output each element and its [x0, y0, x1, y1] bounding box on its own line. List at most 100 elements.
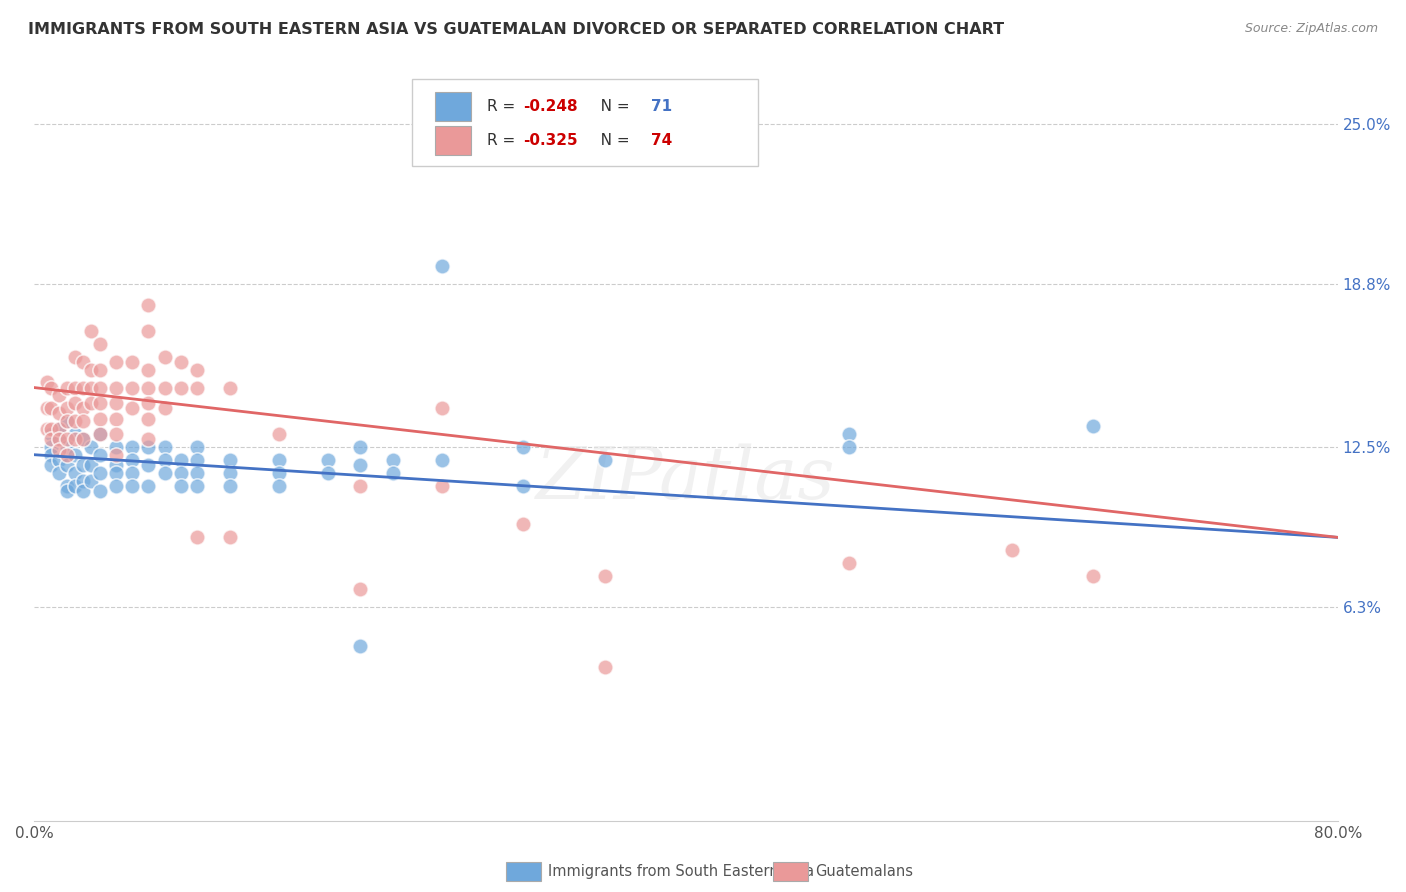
Text: R =: R = — [486, 133, 520, 148]
Guatemalans — [593, 659, 616, 673]
Immigrants from South Eastern Asia — [186, 453, 208, 467]
Immigrants from South Eastern Asia — [153, 440, 176, 454]
Guatemalans — [349, 479, 371, 493]
Guatemalans — [72, 381, 94, 395]
Guatemalans — [104, 355, 127, 369]
Guatemalans — [63, 381, 86, 395]
Immigrants from South Eastern Asia — [381, 466, 404, 480]
Immigrants from South Eastern Asia — [48, 453, 70, 467]
Text: R =: R = — [486, 99, 520, 113]
Text: N =: N = — [586, 133, 634, 148]
Immigrants from South Eastern Asia — [219, 453, 242, 467]
Immigrants from South Eastern Asia — [138, 440, 160, 454]
Guatemalans — [89, 381, 111, 395]
Immigrants from South Eastern Asia — [56, 414, 79, 428]
Guatemalans — [48, 442, 70, 457]
Guatemalans — [39, 401, 62, 416]
Immigrants from South Eastern Asia — [56, 483, 79, 498]
Immigrants from South Eastern Asia — [121, 453, 143, 467]
Guatemalans — [56, 448, 79, 462]
Immigrants from South Eastern Asia — [104, 440, 127, 454]
Text: -0.325: -0.325 — [523, 133, 578, 148]
Immigrants from South Eastern Asia — [153, 453, 176, 467]
Guatemalans — [48, 422, 70, 436]
Guatemalans — [48, 432, 70, 446]
Immigrants from South Eastern Asia — [838, 427, 860, 442]
Immigrants from South Eastern Asia — [72, 432, 94, 446]
FancyBboxPatch shape — [434, 92, 471, 120]
Guatemalans — [219, 381, 242, 395]
Immigrants from South Eastern Asia — [430, 259, 453, 273]
Guatemalans — [37, 376, 59, 390]
Immigrants from South Eastern Asia — [56, 479, 79, 493]
Guatemalans — [63, 414, 86, 428]
Guatemalans — [186, 530, 208, 544]
Immigrants from South Eastern Asia — [138, 479, 160, 493]
Immigrants from South Eastern Asia — [170, 479, 193, 493]
Guatemalans — [37, 401, 59, 416]
Guatemalans — [186, 381, 208, 395]
Guatemalans — [170, 355, 193, 369]
Guatemalans — [138, 396, 160, 410]
Immigrants from South Eastern Asia — [104, 466, 127, 480]
Immigrants from South Eastern Asia — [48, 466, 70, 480]
Guatemalans — [593, 569, 616, 583]
Immigrants from South Eastern Asia — [170, 453, 193, 467]
Text: N =: N = — [586, 99, 634, 113]
Guatemalans — [89, 427, 111, 442]
Immigrants from South Eastern Asia — [56, 458, 79, 472]
Text: 71: 71 — [651, 99, 672, 113]
Immigrants from South Eastern Asia — [56, 440, 79, 454]
Guatemalans — [512, 517, 534, 532]
Guatemalans — [56, 432, 79, 446]
Guatemalans — [186, 362, 208, 376]
Guatemalans — [48, 388, 70, 402]
Immigrants from South Eastern Asia — [89, 466, 111, 480]
Guatemalans — [138, 432, 160, 446]
Guatemalans — [153, 350, 176, 364]
Guatemalans — [72, 401, 94, 416]
Guatemalans — [72, 355, 94, 369]
Guatemalans — [138, 411, 160, 425]
Immigrants from South Eastern Asia — [316, 466, 339, 480]
Immigrants from South Eastern Asia — [39, 448, 62, 462]
Guatemalans — [56, 401, 79, 416]
Guatemalans — [104, 381, 127, 395]
Immigrants from South Eastern Asia — [838, 440, 860, 454]
Immigrants from South Eastern Asia — [593, 453, 616, 467]
Immigrants from South Eastern Asia — [121, 479, 143, 493]
Immigrants from South Eastern Asia — [39, 427, 62, 442]
Immigrants from South Eastern Asia — [72, 474, 94, 488]
Immigrants from South Eastern Asia — [170, 466, 193, 480]
Guatemalans — [80, 381, 103, 395]
Immigrants from South Eastern Asia — [104, 479, 127, 493]
Immigrants from South Eastern Asia — [512, 479, 534, 493]
Guatemalans — [72, 414, 94, 428]
Immigrants from South Eastern Asia — [72, 483, 94, 498]
Guatemalans — [430, 401, 453, 416]
Text: Guatemalans: Guatemalans — [815, 864, 914, 879]
Guatemalans — [72, 432, 94, 446]
Guatemalans — [121, 381, 143, 395]
Guatemalans — [80, 396, 103, 410]
Guatemalans — [104, 411, 127, 425]
Guatemalans — [56, 381, 79, 395]
Guatemalans — [89, 411, 111, 425]
Immigrants from South Eastern Asia — [48, 422, 70, 436]
Immigrants from South Eastern Asia — [1083, 419, 1105, 434]
Immigrants from South Eastern Asia — [349, 639, 371, 653]
Immigrants from South Eastern Asia — [349, 458, 371, 472]
Immigrants from South Eastern Asia — [316, 453, 339, 467]
Guatemalans — [153, 381, 176, 395]
Guatemalans — [48, 406, 70, 420]
Immigrants from South Eastern Asia — [104, 458, 127, 472]
Guatemalans — [63, 396, 86, 410]
Guatemalans — [170, 381, 193, 395]
Guatemalans — [138, 362, 160, 376]
Guatemalans — [39, 432, 62, 446]
Text: Immigrants from South Eastern Asia: Immigrants from South Eastern Asia — [548, 864, 814, 879]
Immigrants from South Eastern Asia — [138, 458, 160, 472]
Immigrants from South Eastern Asia — [267, 466, 290, 480]
Text: 74: 74 — [651, 133, 672, 148]
Immigrants from South Eastern Asia — [72, 458, 94, 472]
